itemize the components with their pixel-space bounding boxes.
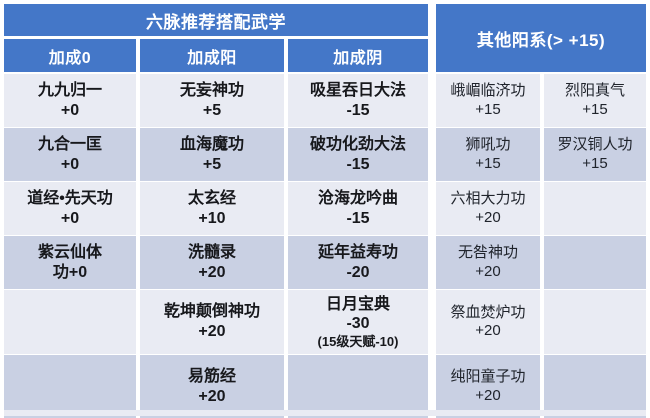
- skill-bonus-value: 功+0: [52, 263, 88, 281]
- cell-other-yang-a: 峨嵋临济功 +15: [436, 74, 540, 127]
- skill-name: 无妄神功: [179, 81, 244, 99]
- cell-other-yang-b-empty: [544, 236, 646, 289]
- skill-bonus-value: +5: [202, 101, 222, 119]
- cell-other-yang-a: 祭血焚炉功 +20: [436, 290, 540, 354]
- skill-bonus-value: +15: [582, 154, 608, 172]
- table-row: 九九归一 +0 无妄神功 +5 吸星吞日大法 -15 峨嵋临济功 +15 烈阳真气 +15: [0, 74, 650, 127]
- skill-bonus-value: -30: [346, 315, 370, 333]
- skill-bonus-value: +15: [475, 100, 501, 118]
- skill-name: 九合一匡: [37, 135, 102, 153]
- skill-bonus-value: +10: [198, 209, 226, 227]
- skill-name: 易筋经: [187, 367, 236, 385]
- skill-name: 纯阳童子功: [450, 368, 526, 386]
- cell-other-yang-b-empty: [544, 355, 646, 418]
- skill-bonus-value: +20: [198, 263, 226, 281]
- cell-bonus-yang: 易筋经 +20: [140, 355, 284, 418]
- skill-bonus-value: +15: [475, 154, 501, 172]
- cell-bonus-yang: 太玄经 +10: [140, 182, 284, 235]
- skill-name: 洗髓录: [187, 243, 236, 261]
- skill-name: 吸星吞日大法: [309, 81, 406, 99]
- skill-name: 罗汉铜人功: [557, 136, 633, 154]
- skill-name: 峨嵋临济功: [450, 82, 526, 100]
- cell-bonus-0-empty: [4, 290, 136, 354]
- cell-other-yang-b-empty: [544, 290, 646, 354]
- skill-bonus-value: +0: [60, 209, 80, 227]
- cell-other-yang-a: 六相大力功 +20: [436, 182, 540, 235]
- cell-bonus-yin: 破功化劲大法 -15: [288, 128, 428, 181]
- skill-name: 沧海龙吟曲: [317, 189, 398, 207]
- skill-bonus-value: -15: [346, 209, 370, 227]
- table-row: 乾坤颠倒神功 +20 日月宝典 -30 (15级天赋-10) 祭血焚炉功 +20: [0, 290, 650, 354]
- cell-other-yang-a: 无咎神功 +20: [436, 236, 540, 289]
- cell-bonus-0: 道经•先天功 +0: [4, 182, 136, 235]
- skill-bonus-value: -15: [346, 101, 370, 119]
- skill-bonus-value: +20: [475, 386, 501, 404]
- table-header: 六脉推荐搭配武学 其他阳系(> +15) 加成0 加成阳 加成阴: [0, 0, 650, 74]
- cell-other-yang-b: 烈阳真气 +15: [544, 74, 646, 127]
- skill-name: 无咎神功: [457, 244, 518, 262]
- header-right-title: 其他阳系(> +15): [436, 4, 646, 72]
- skill-bonus-value: +15: [582, 100, 608, 118]
- skill-bonus-value: +20: [475, 262, 501, 280]
- skill-name: 血海魔功: [179, 135, 244, 153]
- skill-bonus-value: -20: [346, 263, 370, 281]
- column-header-bonus-0: 加成0: [4, 39, 136, 72]
- cell-bonus-yin: 沧海龙吟曲 -15: [288, 182, 428, 235]
- table-body: 九九归一 +0 无妄神功 +5 吸星吞日大法 -15 峨嵋临济功 +15 烈阳真气 +15 九合一匡…: [0, 74, 650, 418]
- skill-name: 六相大力功: [450, 190, 526, 208]
- skill-name: 日月宝典: [325, 295, 390, 313]
- cell-other-yang-a: 纯阳童子功 +20: [436, 355, 540, 418]
- skill-name: 道经•先天功: [27, 189, 113, 207]
- table-row: 道经•先天功 +0 太玄经 +10 沧海龙吟曲 -15 六相大力功 +20: [0, 182, 650, 235]
- skill-bonus-note: (15级天赋-10): [317, 333, 399, 349]
- column-header-bonus-yin: 加成阴: [288, 39, 428, 72]
- skill-bonus-value: +20: [475, 322, 501, 339]
- skill-name: 太玄经: [187, 189, 236, 207]
- cell-bonus-0: 紫云仙体功+0: [4, 236, 136, 289]
- skill-bonus-value: +20: [475, 208, 501, 226]
- skill-bonus-value: +20: [198, 387, 226, 405]
- cell-other-yang-b: 罗汉铜人功 +15: [544, 128, 646, 181]
- skill-bonus-value: +0: [60, 155, 80, 173]
- skill-name: 乾坤颠倒神功: [163, 303, 260, 321]
- skill-name: 烈阳真气: [564, 82, 625, 100]
- cell-bonus-yin: 吸星吞日大法 -15: [288, 74, 428, 127]
- table-row: 九合一匡 +0 血海魔功 +5 破功化劲大法 -15 狮吼功 +15 罗汉铜人功 +15: [0, 128, 650, 181]
- cell-bonus-yang: 血海魔功 +5: [140, 128, 284, 181]
- column-header-bonus-yang: 加成阳: [140, 39, 284, 72]
- header-main-title: 六脉推荐搭配武学: [4, 4, 428, 36]
- skill-bonus-value: -15: [346, 155, 370, 173]
- skill-bonus-value: +20: [198, 323, 226, 340]
- skill-bonus-value: +0: [60, 101, 80, 119]
- skill-name: 狮吼功: [465, 136, 511, 154]
- table-row: 紫云仙体 功+0 洗髓录 +20 延年益寿功 -20 无咎神功 +20: [0, 236, 650, 289]
- skill-name: 九九归一: [37, 81, 102, 99]
- skill-name: 祭血焚炉功: [450, 303, 526, 321]
- table-bottom-strip: [4, 410, 646, 416]
- table-row: 易筋经 +20 纯阳童子功 +20: [0, 355, 650, 418]
- cell-bonus-0: 九合一匡 +0: [4, 128, 136, 181]
- skill-name: 破功化劲大法: [309, 135, 406, 153]
- cell-bonus-yang: 乾坤颠倒神功 +20: [140, 290, 284, 354]
- cell-bonus-0-empty: [4, 355, 136, 418]
- cell-bonus-yin-empty: [288, 355, 428, 418]
- skill-bonus-value: +5: [202, 155, 222, 173]
- cell-bonus-yin: 延年益寿功 -20: [288, 236, 428, 289]
- cell-bonus-yang: 无妄神功 +5: [140, 74, 284, 127]
- cell-bonus-yin: 日月宝典 -30 (15级天赋-10): [288, 290, 428, 354]
- cell-bonus-0: 九九归一 +0: [4, 74, 136, 127]
- cell-other-yang-b-empty: [544, 182, 646, 235]
- cell-other-yang-a: 狮吼功 +15: [436, 128, 540, 181]
- skill-name: 延年益寿功: [317, 243, 398, 261]
- skill-name: 紫云仙体: [37, 243, 102, 261]
- cell-bonus-yang: 洗髓录 +20: [140, 236, 284, 289]
